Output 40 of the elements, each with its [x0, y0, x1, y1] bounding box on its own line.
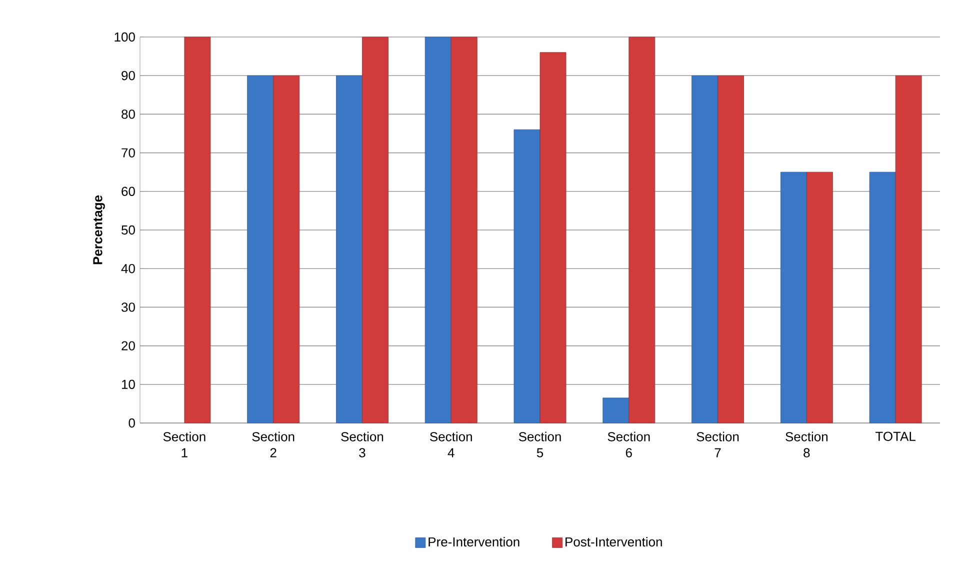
bar — [362, 36, 388, 424]
legend-label: Pre-Intervention — [428, 536, 520, 547]
y-tick-label: 30 — [122, 302, 135, 312]
y-tick-label: 100 — [114, 32, 135, 42]
bar — [184, 36, 211, 424]
bar — [806, 172, 833, 424]
y-tick-label: 10 — [122, 380, 135, 389]
bar — [336, 75, 362, 424]
bar — [692, 75, 718, 424]
y-tick-label: 0 — [128, 418, 135, 428]
y-tick-label: 20 — [122, 341, 135, 350]
bar — [540, 52, 566, 424]
x-tick-label: TOTAL — [876, 432, 916, 441]
bar — [450, 36, 478, 424]
x-tick-label: Section 2 — [252, 432, 294, 458]
bar — [869, 172, 896, 424]
x-tick-label: Section 3 — [341, 432, 384, 458]
bar — [602, 398, 630, 424]
bar — [895, 75, 922, 424]
legend-label: Post-Intervention — [566, 536, 662, 547]
y-tick-label: 90 — [122, 70, 135, 80]
bar — [247, 75, 274, 424]
y-tick-label: 40 — [121, 264, 135, 274]
bar — [780, 172, 807, 424]
y-tick-label: 70 — [122, 148, 135, 158]
bar — [628, 36, 656, 424]
x-tick-label: Section 8 — [786, 432, 828, 458]
x-tick-label: Section 7 — [696, 432, 739, 458]
y-tick-label: 60 — [122, 186, 135, 196]
x-tick-label: Section 1 — [163, 432, 206, 458]
y-tick-label: 80 — [122, 110, 135, 119]
y-tick-label: 50 — [122, 225, 135, 235]
bar — [273, 75, 300, 424]
x-tick-label: Section 5 — [518, 432, 561, 458]
bar — [424, 36, 452, 424]
x-tick-label: Section 6 — [608, 432, 650, 458]
x-tick-label: Section 4 — [430, 432, 472, 458]
bar — [718, 75, 744, 424]
bar — [514, 129, 540, 424]
y-axis-title: Percentage — [93, 195, 105, 264]
